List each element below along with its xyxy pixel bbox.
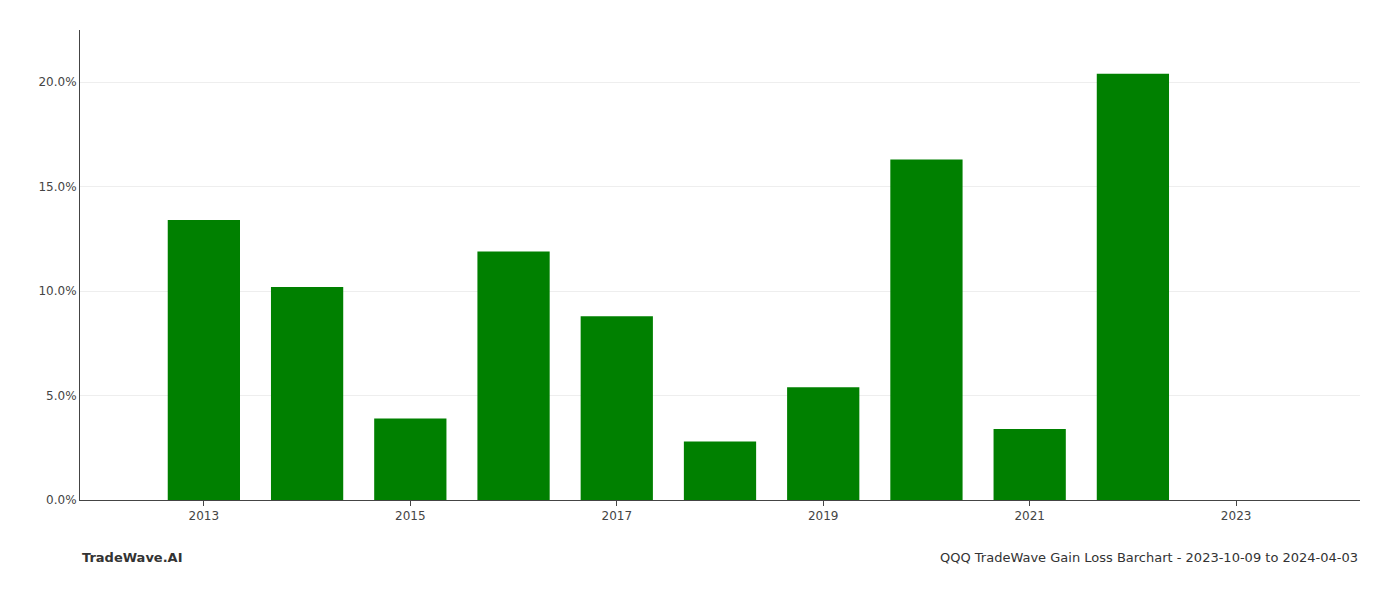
svg-text:10.0%: 10.0% — [38, 284, 76, 298]
svg-text:TradeWave.AI: TradeWave.AI — [82, 550, 183, 565]
svg-text:2015: 2015 — [395, 509, 426, 523]
svg-text:5.0%: 5.0% — [46, 389, 77, 403]
svg-text:20.0%: 20.0% — [38, 75, 76, 89]
svg-text:QQQ TradeWave Gain Loss Barcha: QQQ TradeWave Gain Loss Barchart - 2023-… — [940, 550, 1358, 565]
svg-text:2017: 2017 — [601, 509, 632, 523]
svg-text:15.0%: 15.0% — [38, 180, 76, 194]
svg-text:2013: 2013 — [189, 509, 220, 523]
svg-text:2023: 2023 — [1221, 509, 1252, 523]
svg-text:0.0%: 0.0% — [46, 493, 77, 507]
svg-text:2019: 2019 — [808, 509, 839, 523]
svg-text:2021: 2021 — [1014, 509, 1045, 523]
